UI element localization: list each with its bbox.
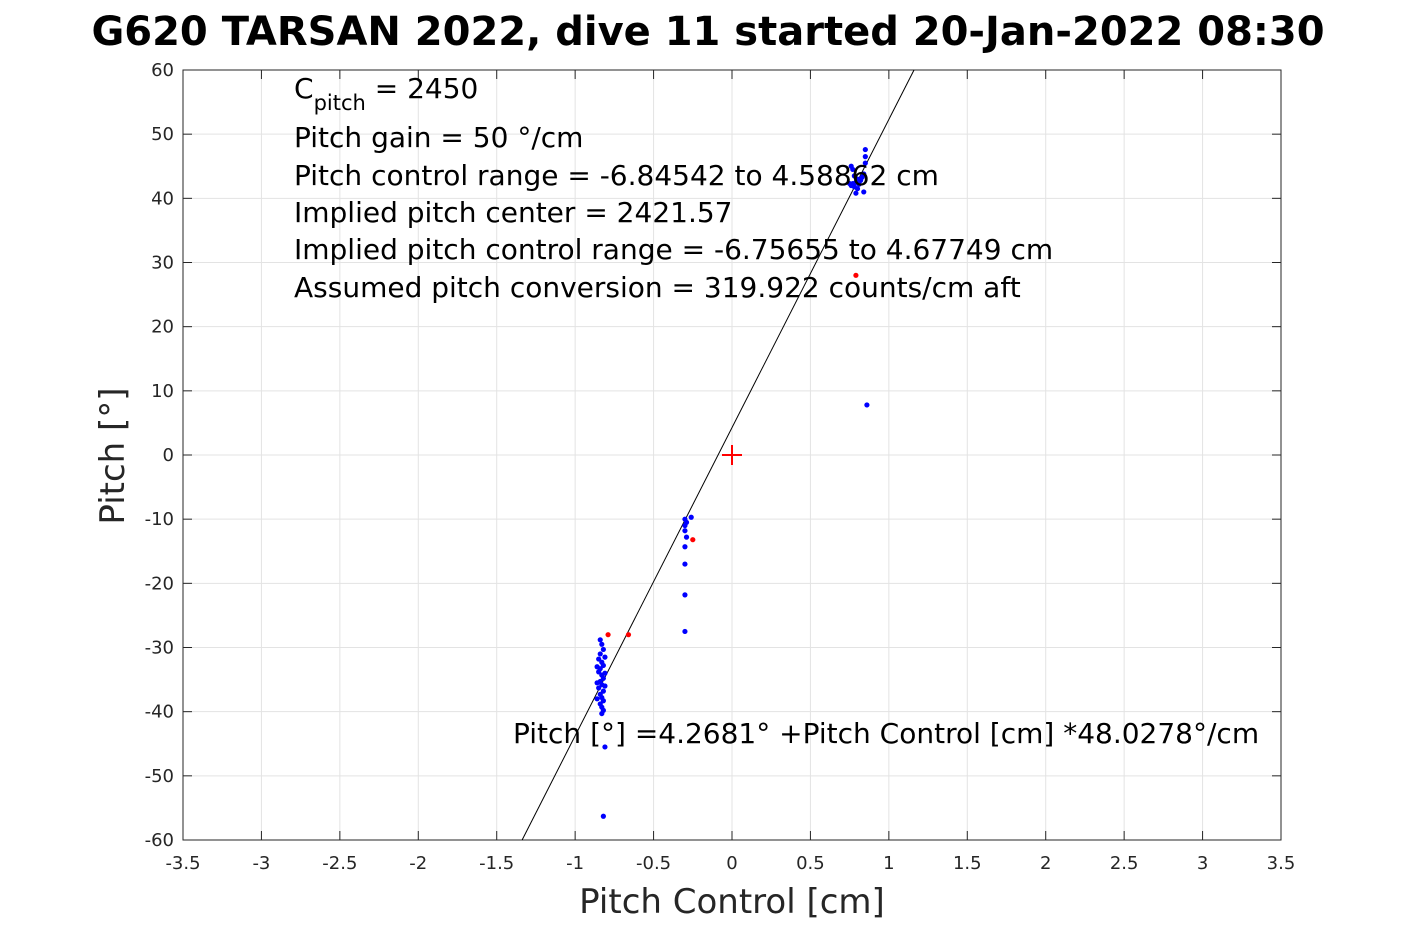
c-pitch-label: C: [294, 72, 314, 105]
data-point: [602, 744, 608, 750]
x-tick-label: 1: [883, 853, 894, 874]
implied-pitch-center-annotation: Implied pitch center = 2421.57: [294, 196, 732, 229]
x-tick-label: 2.5: [1110, 853, 1139, 874]
data-point: [682, 561, 688, 567]
data-point: [625, 632, 632, 638]
y-tick-label: 0: [163, 445, 174, 466]
y-tick-label: -50: [145, 766, 174, 787]
data-point: [854, 186, 861, 192]
c-pitch-annotation: Cpitch = 2450: [294, 72, 478, 115]
x-tick-label: 0.5: [796, 853, 825, 874]
data-point: [596, 656, 602, 662]
data-point: [861, 189, 867, 195]
y-tick-label: -10: [145, 509, 174, 530]
data-point: [594, 696, 600, 702]
data-point: [690, 537, 696, 543]
data-point: [683, 534, 690, 540]
data-point: [596, 685, 602, 691]
data-point: [597, 637, 603, 643]
data-point: [682, 544, 688, 550]
y-tick-label: 40: [151, 188, 174, 209]
implied-pitch-range-annotation: Implied pitch control range = -6.75655 t…: [294, 233, 1053, 266]
data-point: [682, 528, 688, 534]
data-point: [605, 632, 611, 638]
data-point: [847, 180, 853, 187]
y-tick-label: 50: [151, 124, 174, 145]
data-point: [602, 683, 608, 689]
x-tick-label: -2: [409, 853, 427, 874]
data-point: [600, 675, 606, 681]
x-tick-label: -1.5: [479, 853, 514, 874]
data-point: [602, 670, 608, 676]
x-tick-label: 3.5: [1267, 853, 1296, 874]
data-point: [596, 669, 602, 675]
data-point: [848, 163, 854, 169]
data-point: [862, 154, 868, 160]
data-point: [600, 688, 606, 694]
pitch-center-marker: [722, 445, 742, 465]
data-point: [599, 641, 605, 647]
regression-fit-line: [521, 69, 915, 841]
data-point: [594, 680, 600, 686]
data-point: [600, 646, 606, 653]
x-tick-labels: -3.5 -3 -2.5 -2 -1.5 -1 -0.5 0 0.5 1 1.5 2 2.5 3 3.5: [165, 853, 1295, 874]
data-points: [594, 146, 870, 819]
data-point: [600, 698, 606, 704]
y-tick-label: -60: [145, 830, 174, 851]
data-point: [602, 654, 608, 660]
pitch-gain-annotation: Pitch gain = 50 °/cm: [294, 121, 583, 154]
data-point: [853, 272, 859, 278]
x-tick-label: -2.5: [322, 853, 357, 874]
c-pitch-subscript: pitch: [314, 91, 366, 115]
data-point: [597, 651, 603, 657]
chart-title: G620 TARSAN 2022, dive 11 started 20-Jan…: [91, 9, 1324, 55]
data-point: [594, 664, 600, 670]
x-tick-label: -3.5: [165, 853, 200, 874]
pitch-control-range-annotation: Pitch control range = -6.84542 to 4.5886…: [294, 159, 939, 192]
data-point: [599, 710, 605, 717]
y-tick-label: -40: [145, 702, 174, 723]
data-point: [688, 514, 694, 520]
y-tick-label: 20: [151, 317, 174, 338]
data-point: [682, 592, 688, 598]
data-point: [600, 813, 606, 819]
x-axis-label: Pitch Control [cm]: [579, 882, 885, 922]
x-tick-label: 1.5: [953, 853, 982, 874]
grid-lines: [182, 69, 1282, 841]
y-tick-label: -30: [145, 638, 174, 659]
axis-ticks: [182, 69, 1282, 841]
c-pitch-value: = 2450: [366, 72, 479, 105]
x-tick-label: -1: [566, 853, 584, 874]
y-tick-label: -20: [145, 573, 174, 594]
x-tick-label: 2: [1040, 853, 1051, 874]
x-tick-label: 0: [726, 853, 737, 874]
y-tick-labels: 60 50 40 30 20 10 0 -10 -20 -30 -40 -50 -60: [145, 60, 174, 851]
y-axis-label: Pitch [°]: [93, 387, 133, 524]
data-point: [682, 628, 688, 635]
x-tick-label: 3: [1197, 853, 1208, 874]
x-tick-label: -0.5: [636, 853, 671, 874]
data-point: [862, 146, 868, 153]
data-point: [600, 662, 606, 669]
fit-equation-annotation: Pitch [°] =4.2681° +Pitch Control [cm] *…: [513, 717, 1259, 750]
y-tick-label: 60: [151, 60, 174, 81]
data-point: [861, 171, 867, 177]
data-point: [683, 519, 690, 525]
data-point: [853, 190, 859, 196]
data-point: [851, 173, 857, 179]
data-point: [864, 402, 870, 408]
x-tick-label: -3: [252, 853, 270, 874]
y-tick-label: 30: [151, 253, 174, 274]
data-point: [862, 160, 868, 166]
y-tick-label: 10: [151, 381, 174, 402]
pitch-conversion-annotation: Assumed pitch conversion = 319.922 count…: [294, 271, 1021, 304]
